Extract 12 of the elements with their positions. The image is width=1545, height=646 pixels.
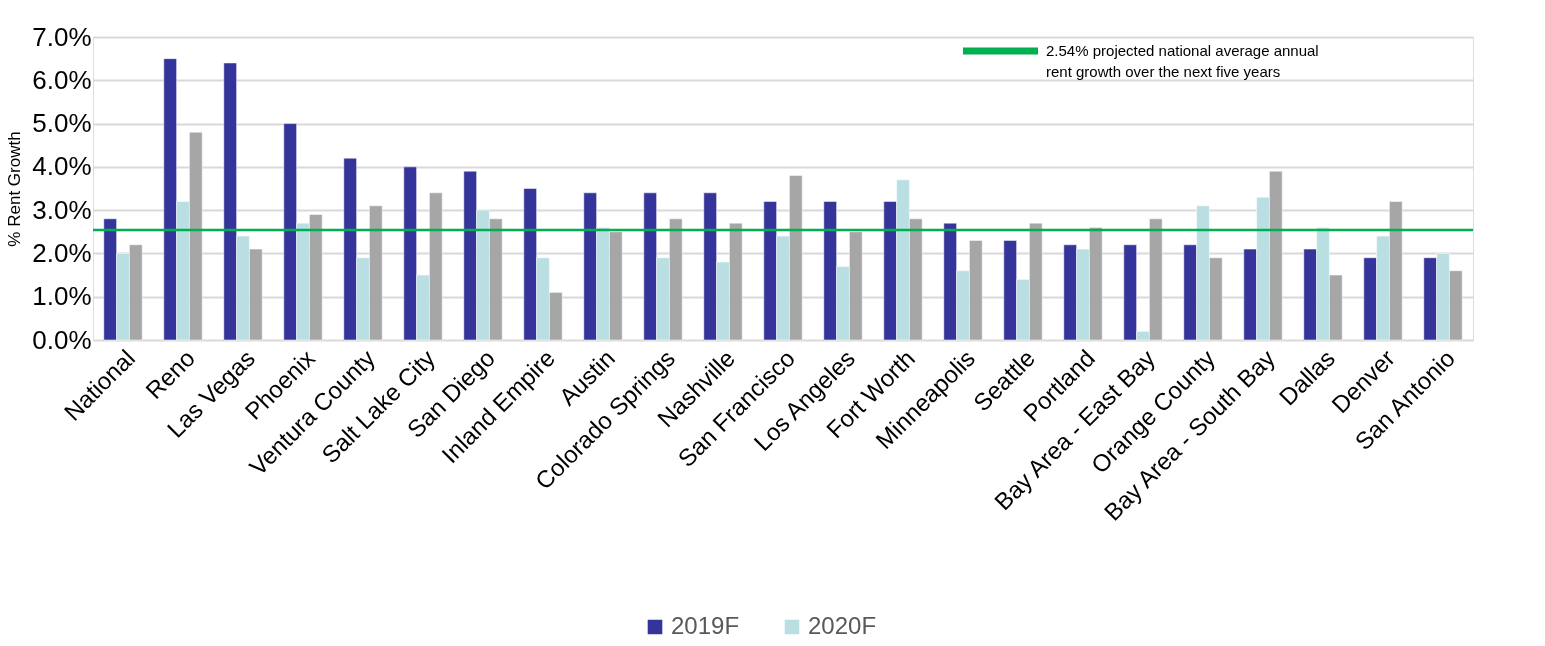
y-tick-label: 6.0% — [32, 64, 92, 95]
legend-label: 2019F — [671, 612, 740, 639]
y-tick-label: 7.0% — [32, 21, 92, 52]
y-tick-label: 3.0% — [32, 194, 92, 225]
y-axis-title: % Rent Growth — [5, 131, 25, 247]
y-tick-label: 2.0% — [32, 237, 92, 268]
y-tick-label: 1.0% — [32, 281, 92, 312]
legend-label: 2.54% projected national average annual rent growth over the next five years — [1046, 42, 1319, 80]
y-tick-label: 5.0% — [32, 108, 92, 139]
y-tick-label: 4.0% — [32, 151, 92, 182]
legend-label: 2020F — [808, 612, 877, 639]
y-tick-label: 0.0% — [32, 324, 92, 355]
